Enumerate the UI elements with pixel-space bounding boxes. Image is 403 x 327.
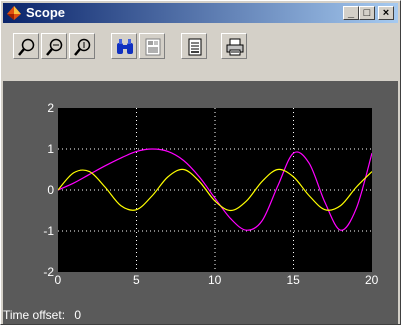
zoom-icon	[18, 38, 35, 56]
printer-icon	[226, 38, 244, 56]
y-tick-label: -1	[43, 224, 54, 238]
title-bar[interactable]: Scope _ □ ×	[3, 3, 398, 23]
close-icon: ×	[382, 7, 390, 19]
print-button[interactable]	[221, 33, 247, 59]
time-offset-label: Time offset:	[3, 308, 66, 322]
y-tick-label: 0	[47, 183, 54, 197]
window-title: Scope	[26, 5, 66, 20]
parameters-button[interactable]	[181, 33, 207, 59]
toolbar	[3, 25, 398, 75]
time-offset-status: Time offset: 0	[3, 307, 81, 323]
y-tick-label: 1	[47, 142, 54, 156]
y-tick-label: -2	[43, 265, 54, 279]
x-tick-label: 15	[286, 273, 300, 287]
series-line-2	[58, 168, 372, 212]
minimize-icon: _	[347, 7, 355, 19]
x-tick-label: 0	[54, 273, 62, 287]
save-axes-button[interactable]	[139, 33, 165, 59]
minimize-button[interactable]: _	[343, 6, 359, 20]
zoom-button[interactable]	[13, 33, 39, 59]
series-line-1	[58, 148, 372, 231]
autoscale-button[interactable]	[111, 33, 137, 59]
simulink-icon	[7, 6, 21, 20]
parameters-icon	[188, 38, 202, 56]
save-axes-icon	[145, 38, 161, 56]
zoom-y-icon	[74, 38, 91, 56]
zoom-x-icon	[46, 38, 63, 56]
close-button[interactable]: ×	[378, 6, 394, 20]
zoom-x-button[interactable]	[41, 33, 67, 59]
maximize-button[interactable]: □	[359, 6, 375, 20]
x-tick-label: 5	[133, 273, 140, 287]
x-tick-label: 20	[365, 273, 379, 287]
status-background	[3, 291, 398, 324]
zoom-y-button[interactable]	[69, 33, 95, 59]
time-offset-value: 0	[74, 308, 82, 322]
x-tick-label: 10	[208, 273, 222, 287]
y-tick-label: 2	[47, 101, 54, 115]
scope-axes[interactable]	[58, 108, 372, 272]
maximize-icon: □	[363, 7, 371, 19]
binoculars-icon	[117, 39, 133, 54]
